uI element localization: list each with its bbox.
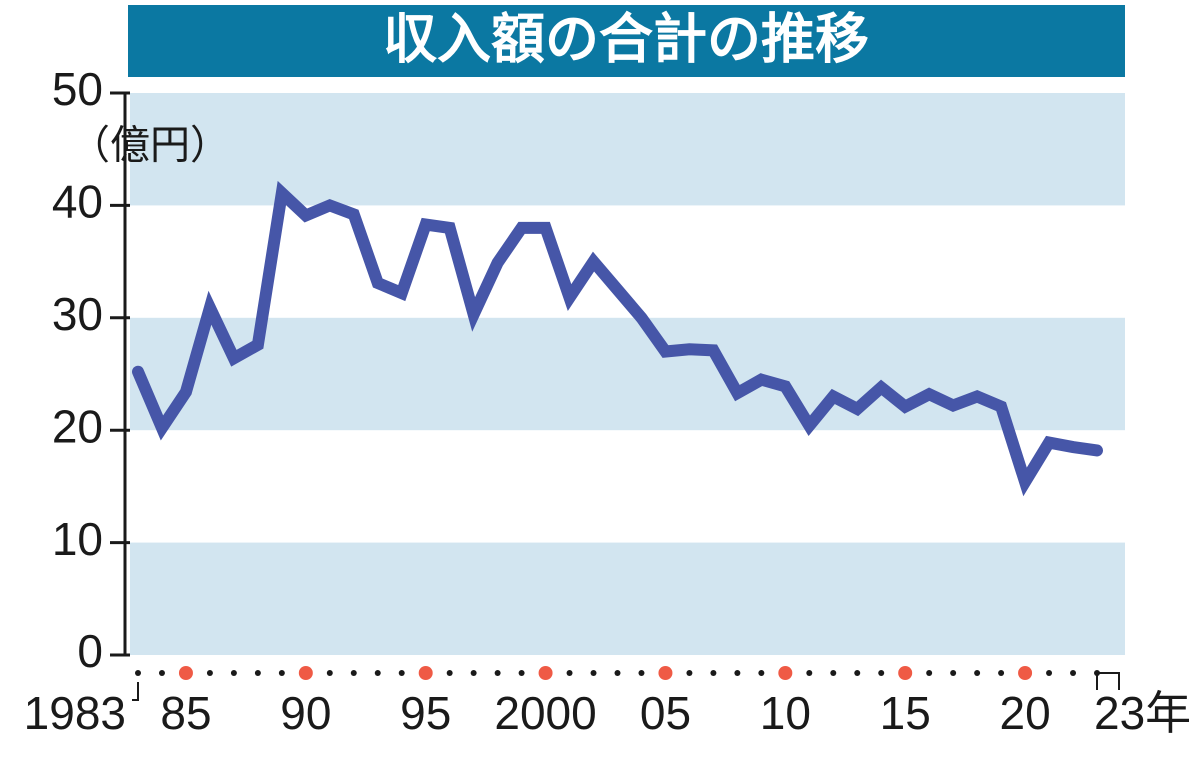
x-dot (494, 670, 501, 676)
x-dot (998, 670, 1005, 676)
x-tick (132, 682, 139, 701)
y-tick-label: 10 (52, 513, 103, 565)
y-axis-label: （億円） (70, 124, 230, 168)
x-dot (638, 670, 645, 676)
line (132, 180, 1103, 497)
band (130, 542, 1125, 655)
x-tick-label: 05 (640, 687, 691, 739)
x-dot (326, 670, 333, 676)
x-tick (538, 666, 553, 680)
x-dot (254, 670, 261, 676)
x-tick-label: 20 (999, 687, 1050, 739)
x-tick (778, 666, 793, 680)
title-bar (128, 5, 1125, 77)
x-dot (854, 670, 861, 676)
x-dot (518, 670, 525, 676)
x-dot (446, 670, 453, 676)
x-dot (158, 670, 165, 676)
x-tick (1018, 666, 1033, 680)
x-dot (614, 670, 621, 676)
x-dot (374, 670, 381, 676)
x-tick-label: 85 (160, 687, 211, 739)
x-dot (135, 670, 141, 676)
x-dot (278, 670, 285, 676)
x-dot (206, 670, 213, 676)
x-dot (590, 670, 597, 676)
x-dot (806, 670, 813, 676)
x-dot (398, 670, 405, 676)
x-tick (1096, 672, 1120, 690)
x-dot (950, 670, 957, 676)
x-tick-label: 15 (880, 687, 931, 739)
x-tick-label: 23年 (1094, 687, 1191, 739)
x-tick (178, 666, 193, 680)
y-tick-label: 30 (52, 288, 103, 340)
y-tick-label: 50 (52, 63, 103, 115)
x-tick (298, 666, 313, 680)
band (130, 93, 1125, 206)
x-tick-label: 95 (400, 687, 451, 739)
y-tick-label: 0 (77, 625, 103, 677)
x-tick (658, 666, 673, 680)
x-tick (898, 666, 913, 680)
x-dot (878, 670, 885, 676)
chart-title: 収入額の合計の推移 (383, 9, 869, 69)
x-tick-label: 90 (280, 687, 331, 739)
x-dot (1046, 670, 1053, 676)
x-dot (566, 670, 573, 676)
x-dot (830, 670, 837, 676)
band (130, 317, 1125, 431)
x-dot (974, 670, 981, 676)
x-dot (230, 670, 237, 676)
x-dot (1070, 670, 1077, 676)
x-dot (758, 670, 765, 676)
x-dot (686, 670, 693, 676)
x-tick-label: 10 (760, 687, 811, 739)
x-dot (926, 670, 933, 676)
x-dot (470, 670, 477, 676)
y-tick-label: 20 (52, 400, 103, 452)
x-tick-label: 1983 (24, 687, 126, 739)
x-tick-label: 2000 (494, 687, 596, 739)
x-tick (418, 666, 433, 680)
x-dot (350, 670, 357, 676)
y-tick-label: 40 (52, 176, 103, 228)
x-dot (734, 670, 741, 676)
x-dot (710, 670, 717, 676)
